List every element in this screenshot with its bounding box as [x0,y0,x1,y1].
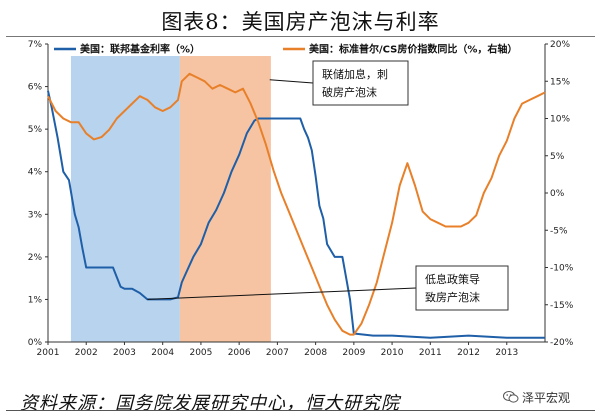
x-tick-label: 2002 [75,348,98,358]
left-tick-label: 1% [28,295,43,305]
right-tick-label: 20% [550,40,570,50]
legend-label: 美国：标准普尔/CS房价指数同比（%，右轴） [309,43,517,56]
watermark-text: 泽平宏观 [522,391,571,405]
x-tick-label: 2004 [151,348,174,358]
chart-axes: 0% 1% 2% 3% 4% 5% 6% 7% -20% -15% -10% -5% 0% 5% 10% 15… [28,40,574,358]
right-tick-label: 15% [550,77,570,87]
chart-legend: 美国：联邦基金利率（%） 美国：标准普尔/CS房价指数同比（%，右轴） [54,43,517,56]
x-tick-label: 2012 [457,348,480,358]
right-tick-label: 0% [550,189,565,199]
annotation-box [415,265,509,311]
legend-label: 美国：联邦基金利率（%） [80,43,200,56]
left-tick-label: 4% [28,168,43,178]
annotation-text: 破房产泡沫 [322,85,377,99]
annotation-text: 致房产泡沫 [425,290,480,304]
right-tick-label: -10% [550,264,574,274]
cs-house-price-line [47,72,546,336]
x-tick-label: 2003 [113,348,136,358]
chart-title: 图表8：美国房产泡沫与利率 [161,10,440,34]
right-tick-label: -15% [550,301,574,311]
title-divider [6,36,595,37]
x-tick-label: 2011 [419,348,442,358]
shaded-periods [70,56,271,342]
left-tick-label: 3% [28,210,43,220]
annotation-leader [269,79,314,84]
bottom-divider [6,410,595,411]
right-tick-label: -5% [550,226,568,236]
right-tick-label: 5% [550,152,565,162]
chart-lines [47,72,546,339]
fed-funds-rate-line [47,90,545,339]
left-tick-label: 2% [28,253,43,263]
x-tick-label: 2006 [228,348,251,358]
source-note: 资料来源：国务院发展研究中心，恒大研究院 [20,393,400,414]
annotation-text: 联储加息，刺 [322,67,388,81]
left-tick-label: 6% [28,83,43,93]
x-tick-label: 2010 [381,348,404,358]
x-tick-label: 2008 [304,348,327,358]
right-tick-label: 10% [550,115,570,125]
x-tick-label: 2001 [37,348,60,358]
wechat-icon [503,391,519,403]
annotation-text: 低息政策导 [425,272,480,286]
shaded-period-1 [179,56,271,342]
x-tick-label: 2007 [266,348,289,358]
left-tick-label: 0% [28,338,43,348]
left-tick-label: 5% [28,125,43,135]
chart-svg: 0% 1% 2% 3% 4% 5% 6% 7% -20% -15% -10% -5% 0% 5% 10% 15… [28,40,574,358]
annotation-leader [147,287,417,300]
x-tick-label: 2013 [495,348,518,358]
x-tick-label: 2005 [189,348,212,358]
right-tick-label: -20% [550,338,574,348]
shaded-period-0 [70,56,180,342]
annotation-box [312,60,409,106]
x-tick-label: 2009 [342,348,365,358]
left-tick-label: 7% [28,40,43,50]
